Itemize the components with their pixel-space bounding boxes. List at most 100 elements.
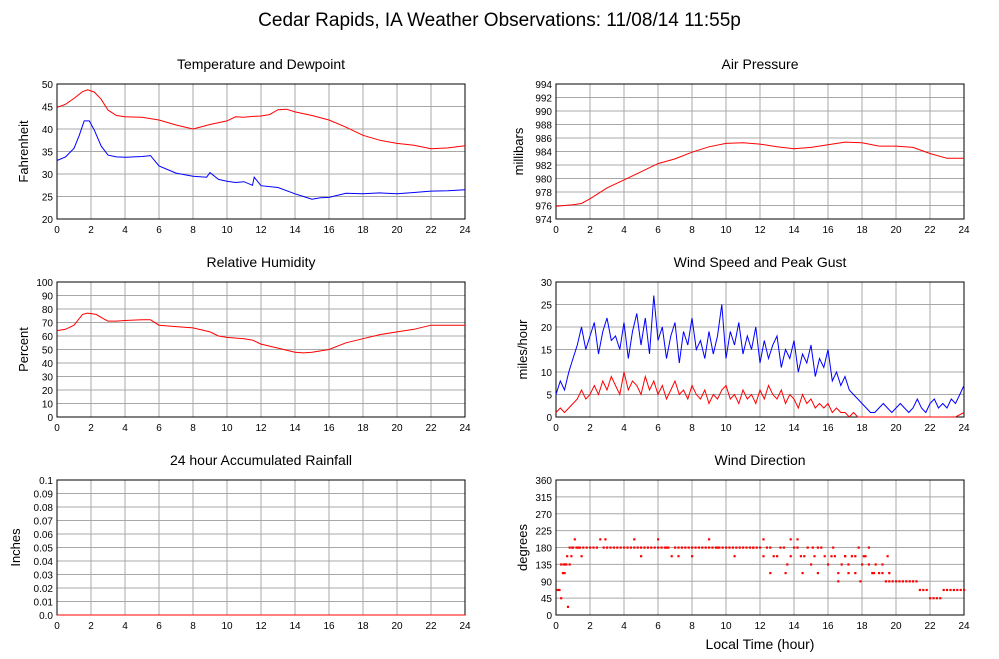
temp-xtick-label: 18 — [357, 225, 369, 236]
temp-xtick-label: 6 — [156, 225, 162, 236]
dir-point — [687, 546, 690, 549]
dir-point — [616, 546, 619, 549]
dir-point — [837, 572, 840, 575]
dir-point — [708, 546, 711, 549]
dir-point — [832, 546, 835, 549]
dir-ytick-label: 0 — [546, 611, 552, 622]
dir-xtick-label: 14 — [788, 621, 800, 632]
dir-point — [878, 572, 881, 575]
dir-point — [684, 546, 687, 549]
dir-point — [704, 546, 707, 549]
dir-ytick-label: 45 — [541, 594, 553, 605]
pres-ytick-label: 984 — [535, 148, 552, 159]
dir-point — [779, 546, 782, 549]
rh-frame — [56, 281, 466, 418]
dir-point — [562, 563, 565, 566]
pres-xtick-label: 0 — [553, 225, 559, 236]
wind-title: Wind Speed and Peak Gust — [674, 254, 847, 270]
dir-point — [568, 546, 571, 549]
rain-ytick-label: 0.03 — [34, 571, 54, 582]
dir-point — [939, 597, 942, 600]
dir-point — [769, 546, 772, 549]
wind-xtick-label: 6 — [655, 423, 661, 434]
wind-ytick-label: 5 — [546, 391, 552, 402]
dir-point — [665, 546, 668, 549]
pres-series-line-0 — [555, 141, 964, 207]
rh-ytick-label: 70 — [42, 319, 54, 330]
temp-y-axis-label: Fahrenheit — [16, 120, 31, 183]
pres-xtick-label: 8 — [689, 225, 695, 236]
dir-point — [563, 572, 566, 575]
rh-ytick-label: 40 — [42, 359, 54, 370]
dir-point — [568, 563, 571, 566]
dir-point — [782, 546, 785, 549]
rh-ytick-label: 90 — [42, 292, 54, 303]
temp-ytick-label: 20 — [42, 215, 54, 226]
wind-xtick-label: 18 — [856, 423, 868, 434]
dir-ytick-label: 315 — [535, 493, 552, 504]
dir-point — [854, 555, 857, 558]
dir-point — [636, 546, 639, 549]
dir-point — [643, 546, 646, 549]
dir-xtick-label: 8 — [689, 621, 695, 632]
rain-xtick-label: 22 — [425, 621, 437, 632]
dir-point — [837, 580, 840, 583]
dir-point — [830, 555, 833, 558]
wind-series-line-0 — [555, 295, 965, 414]
dir-point — [789, 555, 792, 558]
dir-xtick-label: 0 — [553, 621, 559, 632]
dir-point — [898, 580, 901, 583]
temp-frame — [56, 83, 466, 220]
pres-xtick-label: 24 — [958, 225, 970, 236]
pres-xtick-label: 14 — [788, 225, 800, 236]
dir-point — [864, 555, 867, 558]
rh-xtick-label: 16 — [323, 423, 335, 434]
rain-xtick-label: 2 — [88, 621, 94, 632]
dir-point — [888, 572, 891, 575]
wind-series-line-1 — [555, 371, 965, 418]
rain-xtick-label: 8 — [190, 621, 196, 632]
rain-ytick-label: 0.06 — [34, 530, 54, 541]
dir-point — [929, 597, 932, 600]
dir-point — [759, 546, 762, 549]
dir-point — [738, 546, 741, 549]
dir-point — [650, 546, 653, 549]
dir-point — [796, 538, 799, 541]
dir-point — [626, 546, 629, 549]
dir-point — [827, 563, 830, 566]
temp-xtick-label: 24 — [459, 225, 471, 236]
dir-point — [633, 546, 636, 549]
dir-point — [755, 546, 758, 549]
dir-point — [959, 588, 962, 592]
dir-xtick-label: 20 — [890, 621, 902, 632]
dir-xtick-label: 22 — [924, 621, 936, 632]
dir-point — [816, 546, 819, 549]
dir-point — [833, 555, 836, 558]
dir-point — [810, 563, 813, 566]
dir-point — [589, 546, 592, 549]
dir-point — [844, 555, 847, 558]
dir-point — [776, 555, 779, 558]
dir-xtick-label: 10 — [720, 621, 732, 632]
dir-ytick-label: 360 — [535, 476, 552, 487]
dir-point — [619, 546, 622, 549]
dir-point — [592, 546, 595, 549]
wind-ytick-label: 15 — [541, 346, 553, 357]
dir-xtick-label: 6 — [655, 621, 661, 632]
wind-ytick-label: 0 — [546, 413, 552, 424]
dir-point — [731, 546, 734, 549]
rain-ytick-label: 0.09 — [34, 490, 54, 501]
dir-ytick-label: 225 — [535, 527, 552, 538]
dir-point — [857, 546, 860, 549]
rh-ytick-label: 60 — [42, 332, 54, 343]
dir-xtick-label: 12 — [754, 621, 766, 632]
pres-xtick-label: 20 — [890, 225, 902, 236]
dir-point — [711, 546, 714, 549]
rh-xtick-label: 2 — [88, 423, 94, 434]
rain-ytick-label: 0.08 — [34, 503, 54, 514]
dir-point — [577, 546, 580, 549]
dir-point — [963, 588, 966, 592]
dir-point — [566, 555, 569, 558]
rain-ytick-label: 0.02 — [34, 584, 54, 595]
wind-xtick-label: 22 — [924, 423, 936, 434]
